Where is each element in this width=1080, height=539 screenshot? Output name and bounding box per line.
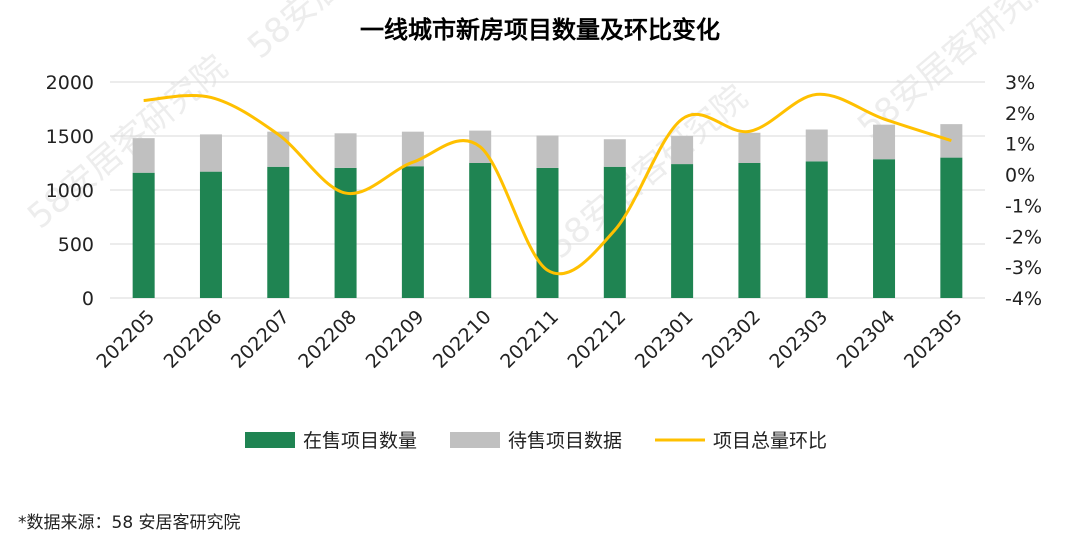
bar-on-sale <box>132 172 155 298</box>
bar-pending <box>199 134 222 172</box>
bar-on-sale <box>536 167 559 298</box>
y-left-tick-label: 1500 <box>46 126 94 148</box>
bar-on-sale <box>738 163 761 298</box>
bar-pending <box>334 133 357 168</box>
bar-on-sale <box>671 164 694 298</box>
bar-pending <box>603 139 626 167</box>
legend-swatch <box>450 432 500 448</box>
y-right-tick-label: -1% <box>1005 195 1042 217</box>
bar-on-sale <box>334 167 357 298</box>
x-tick-label: 202210 <box>429 306 496 373</box>
legend-swatch <box>245 432 295 448</box>
bar-pending <box>805 129 828 162</box>
x-tick-label: 202205 <box>92 306 159 373</box>
y-right-tick-label: 3% <box>1005 72 1035 94</box>
y-left-tick-label: 500 <box>58 234 94 256</box>
y-axis-left: 0 500 1000 1500 2000 <box>46 72 94 310</box>
legend-label: 项目总量环比 <box>713 430 827 452</box>
bar-on-sale <box>469 163 492 298</box>
bar-pending <box>940 124 963 158</box>
bar-pending <box>671 136 694 165</box>
bar-on-sale <box>805 161 828 298</box>
x-tick-label: 202211 <box>496 306 563 373</box>
x-tick-label: 202302 <box>698 306 765 373</box>
x-tick-label: 202207 <box>227 306 294 373</box>
bar-on-sale <box>940 157 963 298</box>
x-tick-label: 202303 <box>765 306 832 373</box>
legend-label: 待售项目数据 <box>508 430 622 452</box>
x-tick-label: 202305 <box>900 306 967 373</box>
legend-label: 在售项目数量 <box>303 430 417 452</box>
y-right-tick-label: 2% <box>1005 103 1035 125</box>
bar-pending <box>267 131 290 167</box>
source-note: *数据来源：58 安居客研究院 <box>18 513 241 533</box>
y-left-tick-label: 2000 <box>46 72 94 94</box>
bar-on-sale <box>401 166 424 298</box>
legend: 在售项目数量 待售项目数据 项目总量环比 <box>245 430 827 452</box>
chart-title: 一线城市新房项目数量及环比变化 <box>360 16 720 44</box>
bar-pending <box>738 132 761 163</box>
y-left-tick-label: 1000 <box>46 180 94 202</box>
y-axis-right: -4% -3% -2% -1% 0% 1% 2% 3% <box>1005 72 1042 310</box>
x-tick-label: 202301 <box>631 306 698 373</box>
bar-pending <box>132 138 155 173</box>
bar-on-sale <box>873 159 896 298</box>
line-series <box>143 92 952 276</box>
bar-pending <box>536 135 559 168</box>
bar-pending <box>873 124 896 160</box>
y-right-tick-label: 0% <box>1005 165 1035 187</box>
x-axis: 202205 202206 202207 202208 202209 202210 2022… <box>92 306 967 373</box>
bar-on-sale <box>267 166 290 298</box>
y-right-tick-label: -4% <box>1005 288 1042 310</box>
x-tick-label: 202208 <box>294 306 361 373</box>
y-right-tick-label: -2% <box>1005 226 1042 248</box>
y-right-tick-label: 1% <box>1005 134 1035 156</box>
bar-on-sale <box>603 166 626 298</box>
y-left-tick-label: 0 <box>82 288 94 310</box>
bar-on-sale <box>199 171 222 298</box>
x-tick-label: 202209 <box>362 306 429 373</box>
x-tick-label: 202212 <box>563 306 630 373</box>
y-right-tick-label: -3% <box>1005 257 1042 279</box>
x-tick-label: 202206 <box>160 306 227 373</box>
bars <box>132 124 963 298</box>
bar-pending <box>401 131 424 167</box>
x-tick-label: 202304 <box>833 306 900 373</box>
